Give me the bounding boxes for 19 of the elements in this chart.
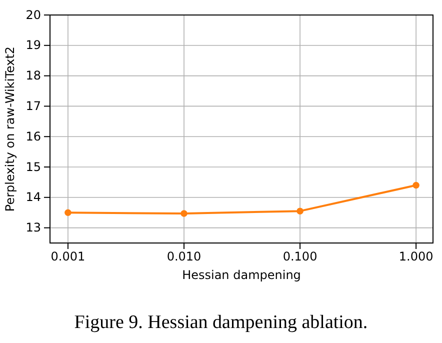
y-tick-label: 18 — [26, 68, 41, 83]
point — [296, 208, 304, 214]
caption: Figure 9. Hessian dampening ablation. — [74, 312, 368, 333]
x-tick-label: 0.100 — [282, 250, 318, 264]
point — [412, 182, 420, 189]
x-tick-label: 0.010 — [166, 250, 202, 264]
y-tick-label: 19 — [26, 38, 41, 52]
x-tick-label: 1.000 — [398, 250, 434, 264]
y-axis-title: Perplexity on raw-WikiText2 — [3, 46, 17, 212]
y-tick-label: 16 — [26, 129, 41, 144]
point — [64, 209, 72, 216]
y-tick-label: 20 — [26, 8, 41, 22]
point — [180, 210, 188, 217]
x-tick-label: 0.001 — [50, 250, 86, 264]
y-tick-label: 14 — [26, 190, 41, 204]
x-axis-title: Hessian dampening — [182, 268, 301, 282]
y-tick-label: 13 — [26, 220, 41, 235]
y-tick-label: 17 — [26, 99, 41, 114]
y-tick-label: 15 — [26, 160, 41, 174]
